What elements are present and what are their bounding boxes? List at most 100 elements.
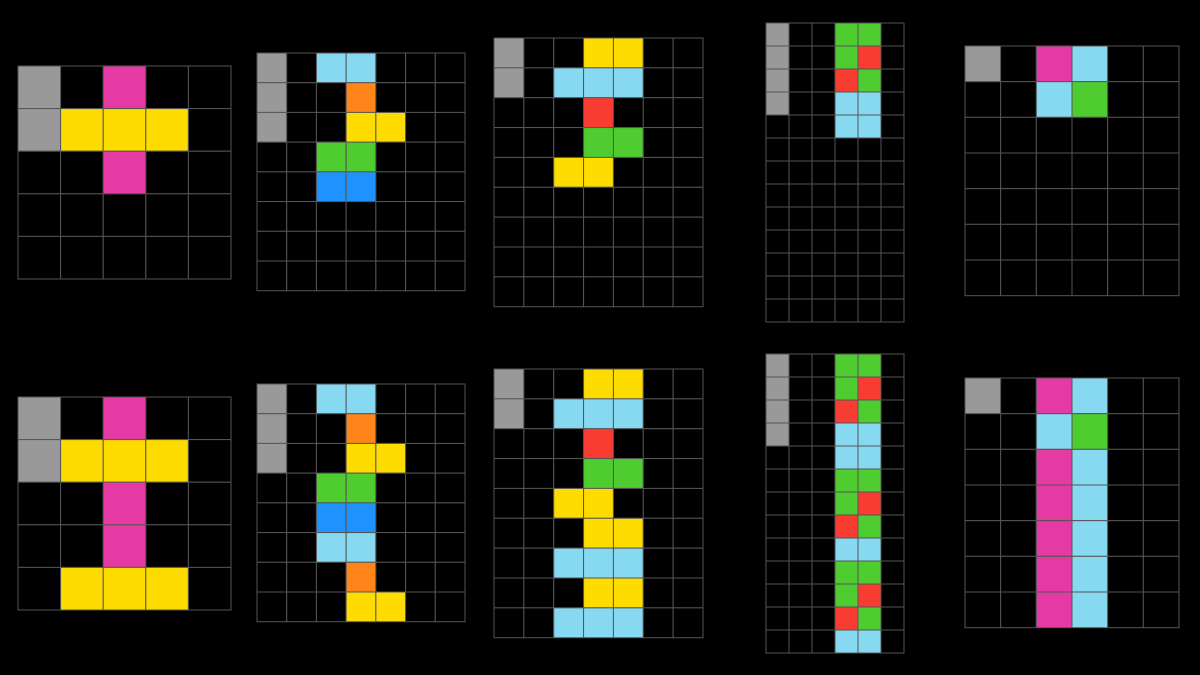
cell	[1071, 81, 1109, 118]
cell	[434, 532, 466, 563]
cell	[583, 67, 614, 99]
cell	[375, 52, 407, 84]
cell	[256, 230, 288, 262]
cell	[1142, 377, 1180, 415]
cell	[17, 108, 62, 152]
cell	[765, 583, 790, 608]
cell	[1071, 555, 1109, 593]
cell	[315, 532, 347, 563]
cell	[345, 472, 377, 504]
cell	[1000, 520, 1037, 557]
cell	[765, 560, 790, 585]
cell	[1000, 448, 1037, 486]
cell	[315, 230, 347, 262]
cell	[880, 22, 905, 47]
cell	[964, 81, 1002, 118]
cell	[434, 201, 466, 232]
cell	[405, 413, 436, 444]
cell	[1071, 116, 1109, 154]
cell	[345, 201, 377, 232]
cell	[857, 491, 882, 516]
cell	[612, 186, 644, 218]
cell	[60, 481, 104, 526]
cell	[834, 514, 859, 539]
cell	[765, 629, 790, 654]
cell	[834, 606, 859, 631]
cell	[1071, 45, 1109, 83]
cell	[405, 442, 436, 474]
cell	[286, 111, 317, 143]
cell	[612, 216, 644, 248]
cell	[672, 458, 704, 489]
cell	[434, 52, 466, 84]
cell	[553, 156, 585, 188]
cell	[811, 491, 836, 516]
cell	[375, 383, 407, 415]
cell	[1107, 152, 1144, 190]
cell	[187, 396, 232, 441]
cell	[1035, 448, 1073, 486]
cell	[880, 160, 905, 185]
cell	[1142, 188, 1180, 225]
cell	[523, 276, 555, 308]
cell	[60, 396, 104, 441]
cell	[788, 68, 813, 93]
cell	[672, 186, 704, 218]
cell	[256, 383, 288, 415]
cell	[811, 298, 836, 323]
cell	[145, 396, 189, 441]
cell	[583, 216, 614, 248]
cell	[612, 67, 644, 99]
cell	[765, 252, 790, 277]
cell	[286, 141, 317, 173]
cell	[405, 111, 436, 143]
cell	[880, 68, 905, 93]
cell	[1142, 448, 1180, 486]
cell	[345, 532, 377, 563]
cell	[1107, 520, 1144, 557]
cell	[434, 442, 466, 474]
cell	[1000, 591, 1037, 629]
cell	[187, 65, 232, 110]
cell	[834, 445, 859, 470]
cell	[315, 472, 347, 504]
cell	[1071, 413, 1109, 450]
cell	[811, 68, 836, 93]
cell	[612, 97, 644, 129]
cell	[553, 517, 585, 549]
cell	[642, 67, 674, 99]
cell	[857, 252, 882, 277]
cell	[964, 591, 1002, 629]
cell	[857, 606, 882, 631]
cell	[375, 82, 407, 113]
cell	[612, 458, 644, 489]
cell	[405, 591, 436, 623]
cell	[102, 566, 147, 611]
cell	[880, 445, 905, 470]
cell	[1107, 116, 1144, 154]
cell	[345, 141, 377, 173]
cell	[788, 583, 813, 608]
cell	[583, 458, 614, 489]
cell	[765, 491, 790, 516]
cell	[60, 193, 104, 237]
cell	[583, 127, 614, 158]
cell	[286, 383, 317, 415]
cell	[583, 246, 614, 278]
cell	[583, 487, 614, 519]
cell	[1107, 555, 1144, 593]
cell	[672, 156, 704, 188]
cell	[434, 502, 466, 534]
cell	[345, 591, 377, 623]
cell	[553, 368, 585, 400]
cell	[434, 230, 466, 262]
cell	[17, 481, 62, 526]
cell	[834, 298, 859, 323]
cell	[765, 160, 790, 185]
cell	[315, 591, 347, 623]
cell	[493, 368, 525, 400]
cell	[788, 606, 813, 631]
cell	[788, 560, 813, 585]
cell	[60, 235, 104, 280]
cell	[1142, 413, 1180, 450]
